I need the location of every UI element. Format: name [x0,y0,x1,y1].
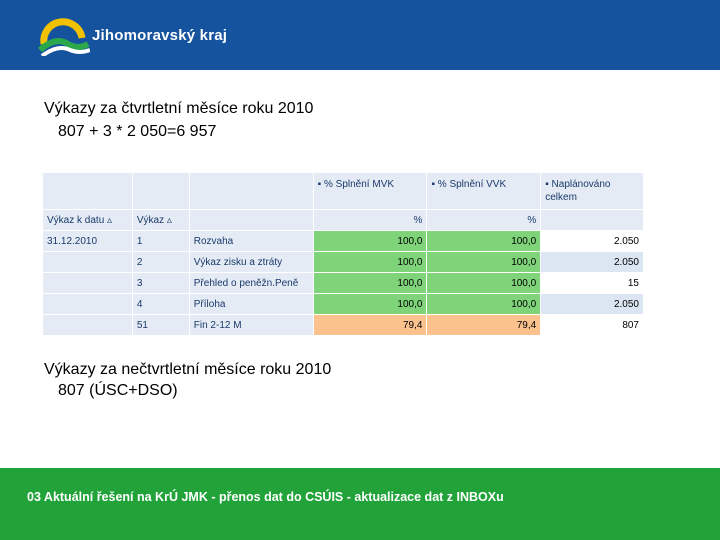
row-vvk: 79,4 [426,314,542,336]
header-empty [188,172,314,210]
header-empty [131,172,190,210]
formula-nonquarterly: 807 (ÚSC+DSO) [58,382,178,399]
row-name: Přehled o peněžn.Peně [188,272,314,294]
measure-header-plan[interactable]: ▪ Naplánováno celkem [540,172,644,210]
row-date [42,293,133,315]
row-id: 4 [131,293,190,315]
unit-vvk: % [426,209,542,231]
dim-header-date[interactable]: Výkaz k datu ▵ [42,209,133,231]
jmk-logo-icon [38,18,90,56]
row-mvk: 100,0 [312,293,428,315]
header-bar: Jihomoravský kraj [0,0,720,70]
table-row: 31.12.2010 1 Rozvaha 100,0 100,0 2.050 [42,230,644,252]
row-id: 2 [131,251,190,273]
row-name: Výkaz zisku a ztráty [188,251,314,273]
report-table: ▪ % Splnění MVK ▪ % Splnění VVK ▪ Naplán… [42,172,644,337]
table-row: 3 Přehled o peněžn.Peně 100,0 100,0 15 [42,272,644,294]
row-id: 3 [131,272,190,294]
sort-triangle-icon[interactable]: ▵ [107,214,113,226]
row-vvk: 100,0 [426,293,542,315]
unit-mvk: % [312,209,428,231]
formula-quarterly: 807 + 3 * 2 050=6 957 [58,123,217,140]
brand-name: Jihomoravský kraj [92,27,228,44]
row-mvk: 100,0 [312,251,428,273]
row-vvk: 100,0 [426,251,542,273]
row-id: 1 [131,230,190,252]
row-date [42,251,133,273]
footer-text: 03 Aktuální řešení na KrÚ JMK - přenos d… [27,490,504,504]
row-date [42,272,133,294]
row-plan: 2.050 [540,293,644,315]
heading-quarterly: Výkazy za čtvrtletní měsíce roku 2010 [44,100,314,117]
unit-plan [540,209,644,231]
row-name: Rozvaha [188,230,314,252]
header-empty [42,172,133,210]
row-plan: 2.050 [540,251,644,273]
row-mvk: 79,4 [312,314,428,336]
measure-header-mvk[interactable]: ▪ % Splnění MVK [312,172,428,210]
row-plan: 807 [540,314,644,336]
row-vvk: 100,0 [426,272,542,294]
table-row: 4 Příloha 100,0 100,0 2.050 [42,293,644,315]
table-row: 2 Výkaz zisku a ztráty 100,0 100,0 2.050 [42,251,644,273]
heading-nonquarterly: Výkazy za nečtvrtletní měsíce roku 2010 [44,361,332,378]
dim-header-name [188,209,314,231]
row-name: Fin 2-12 M [188,314,314,336]
row-date: 31.12.2010 [42,230,133,252]
dim-header-report[interactable]: Výkaz ▵ [131,209,190,231]
row-name: Příloha [188,293,314,315]
measure-header-vvk[interactable]: ▪ % Splnění VVK [426,172,542,210]
row-plan: 15 [540,272,644,294]
row-plan: 2.050 [540,230,644,252]
table-row: 51 Fin 2-12 M 79,4 79,4 807 [42,314,644,336]
row-vvk: 100,0 [426,230,542,252]
row-mvk: 100,0 [312,272,428,294]
row-date [42,314,133,336]
sort-triangle-icon[interactable]: ▵ [166,214,172,226]
row-id: 51 [131,314,190,336]
footer-bar: 03 Aktuální řešení na KrÚ JMK - přenos d… [0,468,720,540]
row-mvk: 100,0 [312,230,428,252]
